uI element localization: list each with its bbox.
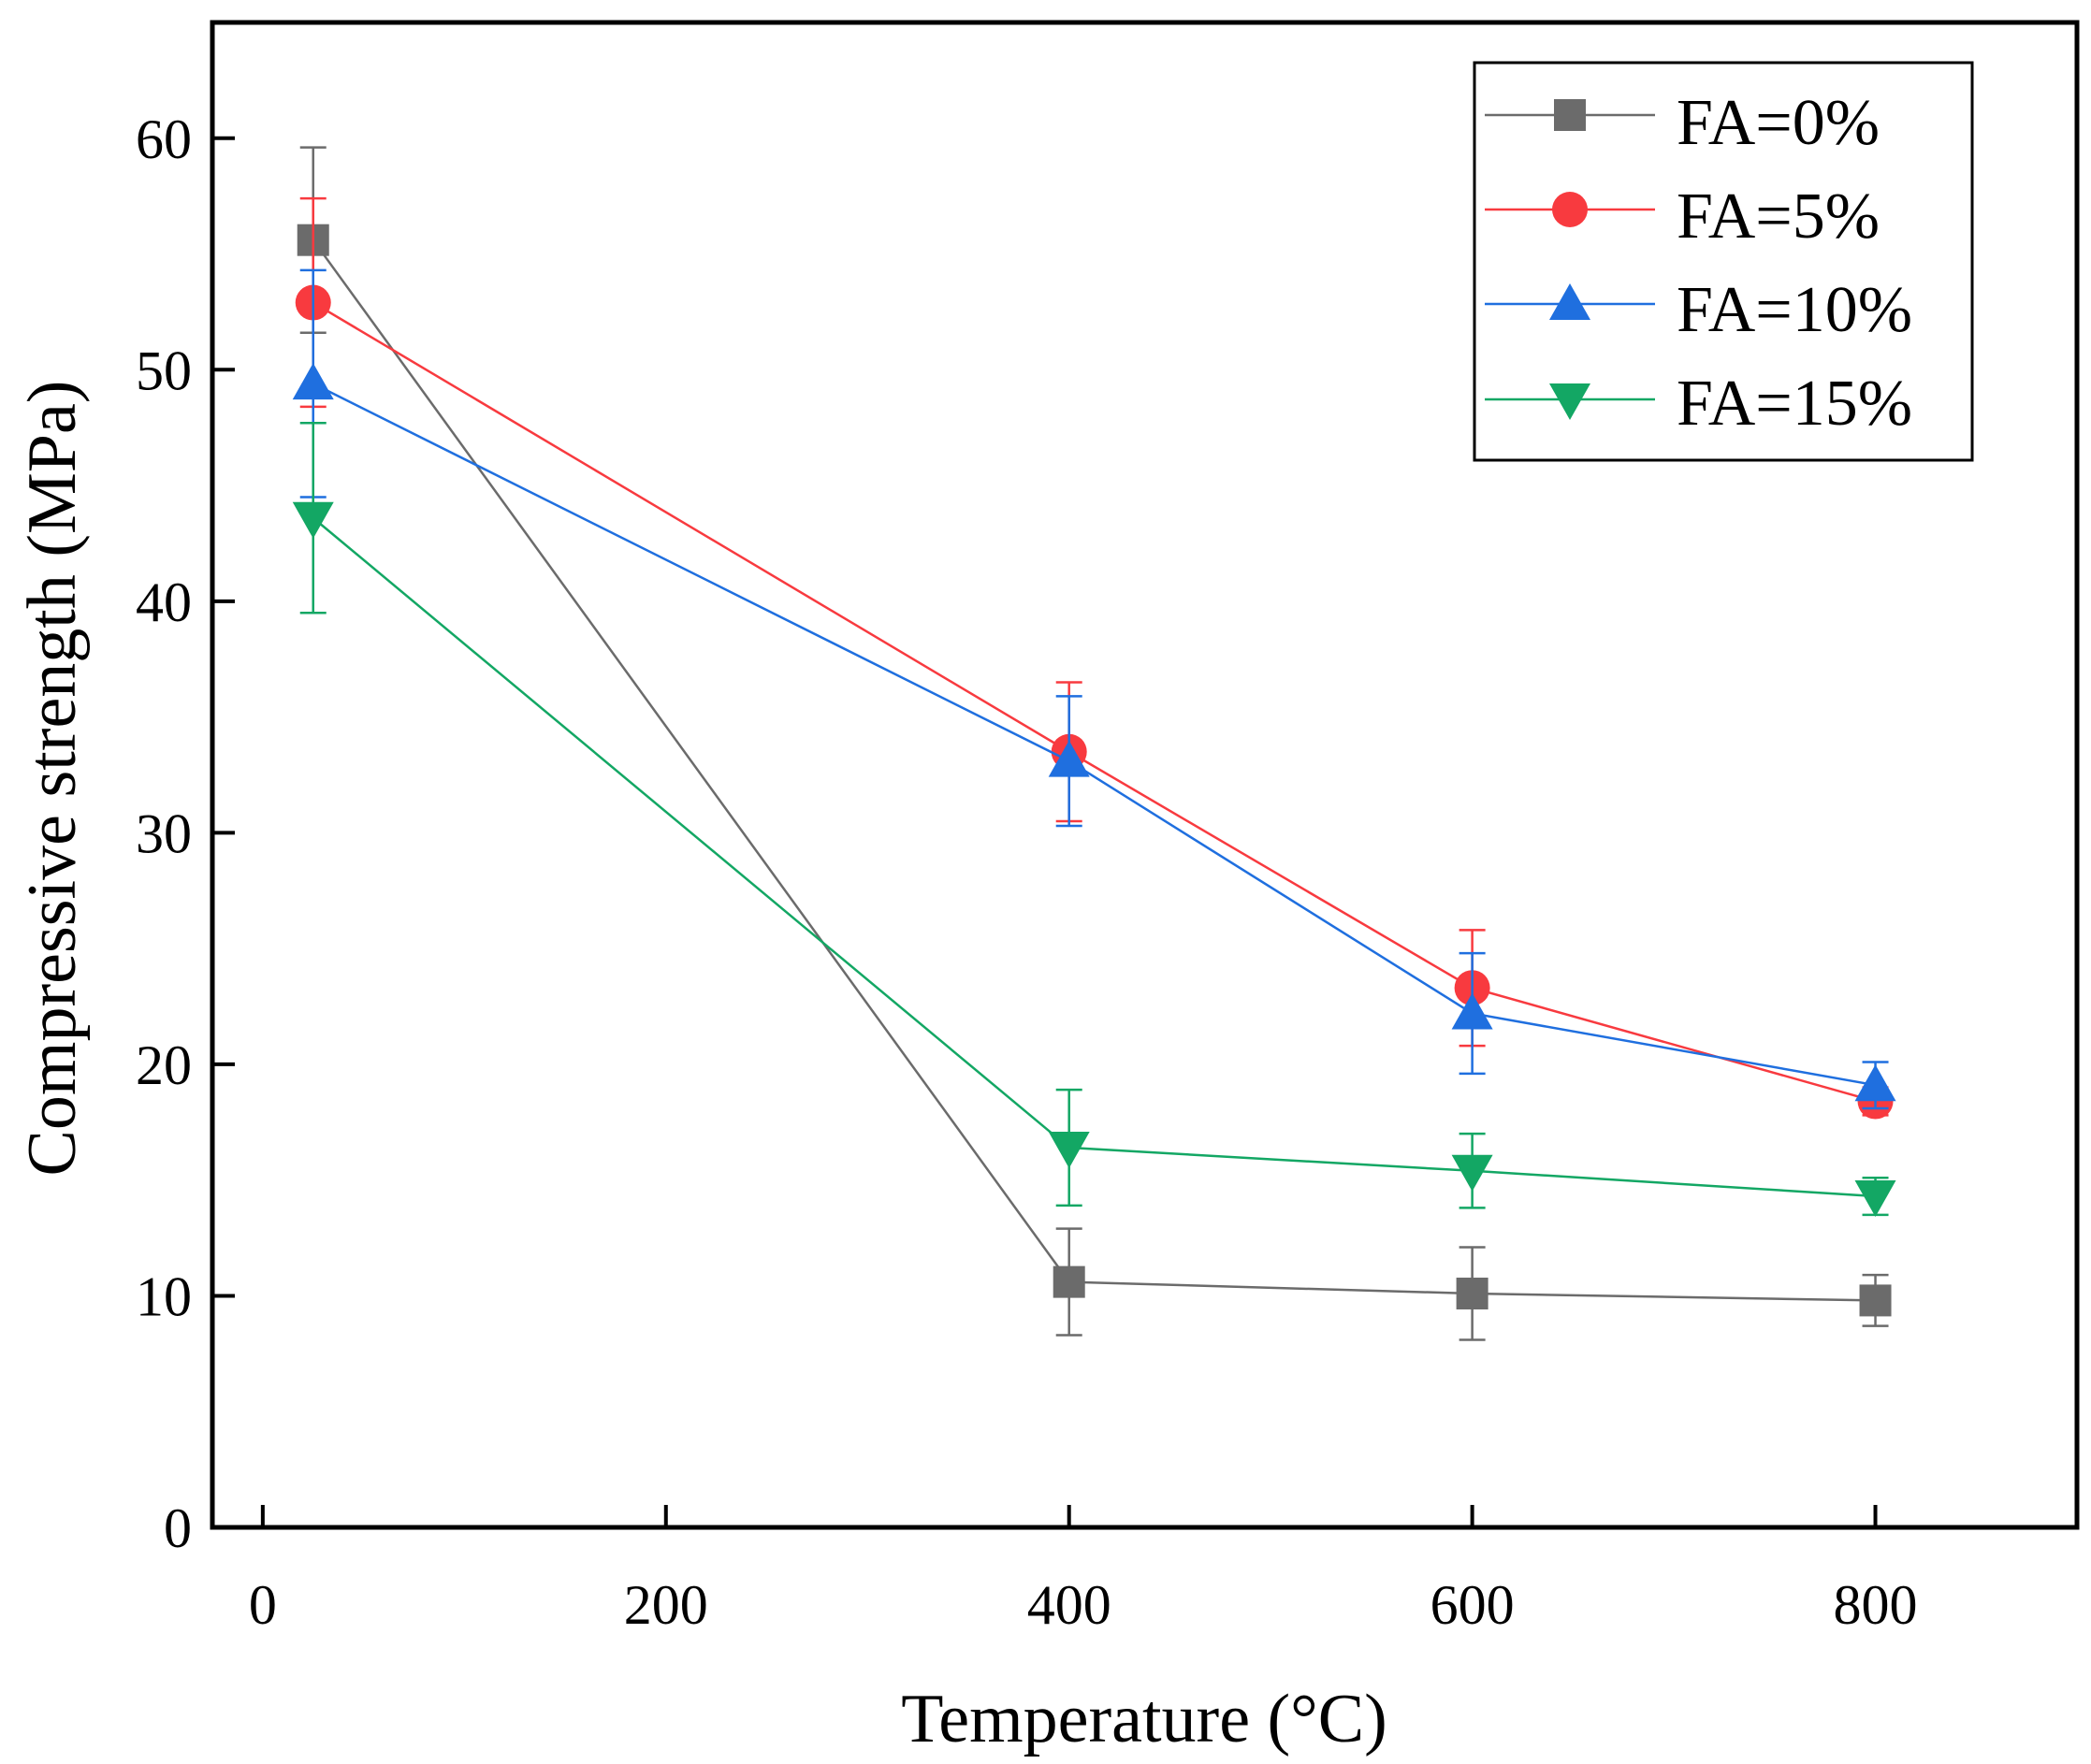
data-point — [1456, 1277, 1488, 1309]
series-line — [312, 239, 1876, 1302]
series-0 — [297, 146, 1892, 1341]
series-layer — [292, 146, 1896, 1341]
series-3 — [292, 421, 1896, 1218]
y-tick-label: 10 — [136, 1265, 192, 1327]
data-point — [1048, 1132, 1090, 1169]
data-point — [1859, 1284, 1892, 1317]
data-point — [292, 363, 334, 400]
data-point — [1854, 1064, 1896, 1102]
legend-label-fa-15: FA=15% — [1677, 368, 1912, 440]
legend: FA=0% FA=5% FA=10% FA=15% — [1473, 61, 1974, 462]
y-tick-label: 0 — [164, 1497, 192, 1559]
legend-entry-fa-10: FA=10% — [1485, 274, 1912, 346]
y-tick-label: 30 — [136, 802, 192, 864]
legend-marker — [1552, 192, 1588, 227]
y-axis-title: Compressive strength (MPa) — [14, 381, 91, 1177]
x-tick-label: 600 — [1430, 1574, 1515, 1636]
legend-entry-fa-5: FA=5% — [1485, 181, 1880, 253]
y-tick-label: 40 — [136, 571, 192, 633]
y-tick-label: 50 — [136, 340, 192, 401]
data-point — [1854, 1180, 1896, 1218]
x-tick-label: 0 — [249, 1574, 277, 1636]
x-tick-label: 800 — [1834, 1574, 1918, 1636]
series-line — [312, 516, 1876, 1198]
legend-marker — [1549, 383, 1590, 420]
x-tick-label: 200 — [624, 1574, 708, 1636]
data-point — [1048, 740, 1090, 777]
legend-symbol-triangle-down — [1485, 383, 1655, 420]
legend-symbol-square — [1485, 99, 1655, 131]
x-tick-label: 400 — [1027, 1574, 1111, 1636]
plot-frame — [210, 20, 2080, 1530]
legend-label-fa-0: FA=0% — [1677, 87, 1880, 159]
data-point — [1451, 1154, 1493, 1192]
legend-label-fa-5: FA=5% — [1677, 181, 1880, 253]
y-tick-label: 60 — [136, 108, 192, 170]
legend-symbol-triangle-up — [1485, 283, 1655, 320]
series-line — [312, 383, 1876, 1087]
legend-marker — [1554, 99, 1586, 131]
series-2 — [292, 268, 1896, 1110]
legend-entry-fa-0: FA=0% — [1485, 87, 1880, 159]
data-point — [292, 501, 334, 539]
legend-marker — [1549, 283, 1590, 320]
x-axis-title: Temperature (°C) — [901, 1681, 1387, 1757]
data-point — [1053, 1265, 1085, 1298]
data-point — [1451, 992, 1493, 1030]
ticks-layer: 0 200 400 600 800 0 10 20 30 40 50 60 — [136, 108, 1918, 1636]
legend-entry-fa-15: FA=15% — [1485, 368, 1912, 440]
legend-symbol-circle — [1485, 192, 1655, 227]
series-line — [312, 301, 1876, 1103]
legend-label-fa-10: FA=10% — [1677, 274, 1912, 346]
y-tick-label: 20 — [136, 1034, 192, 1096]
